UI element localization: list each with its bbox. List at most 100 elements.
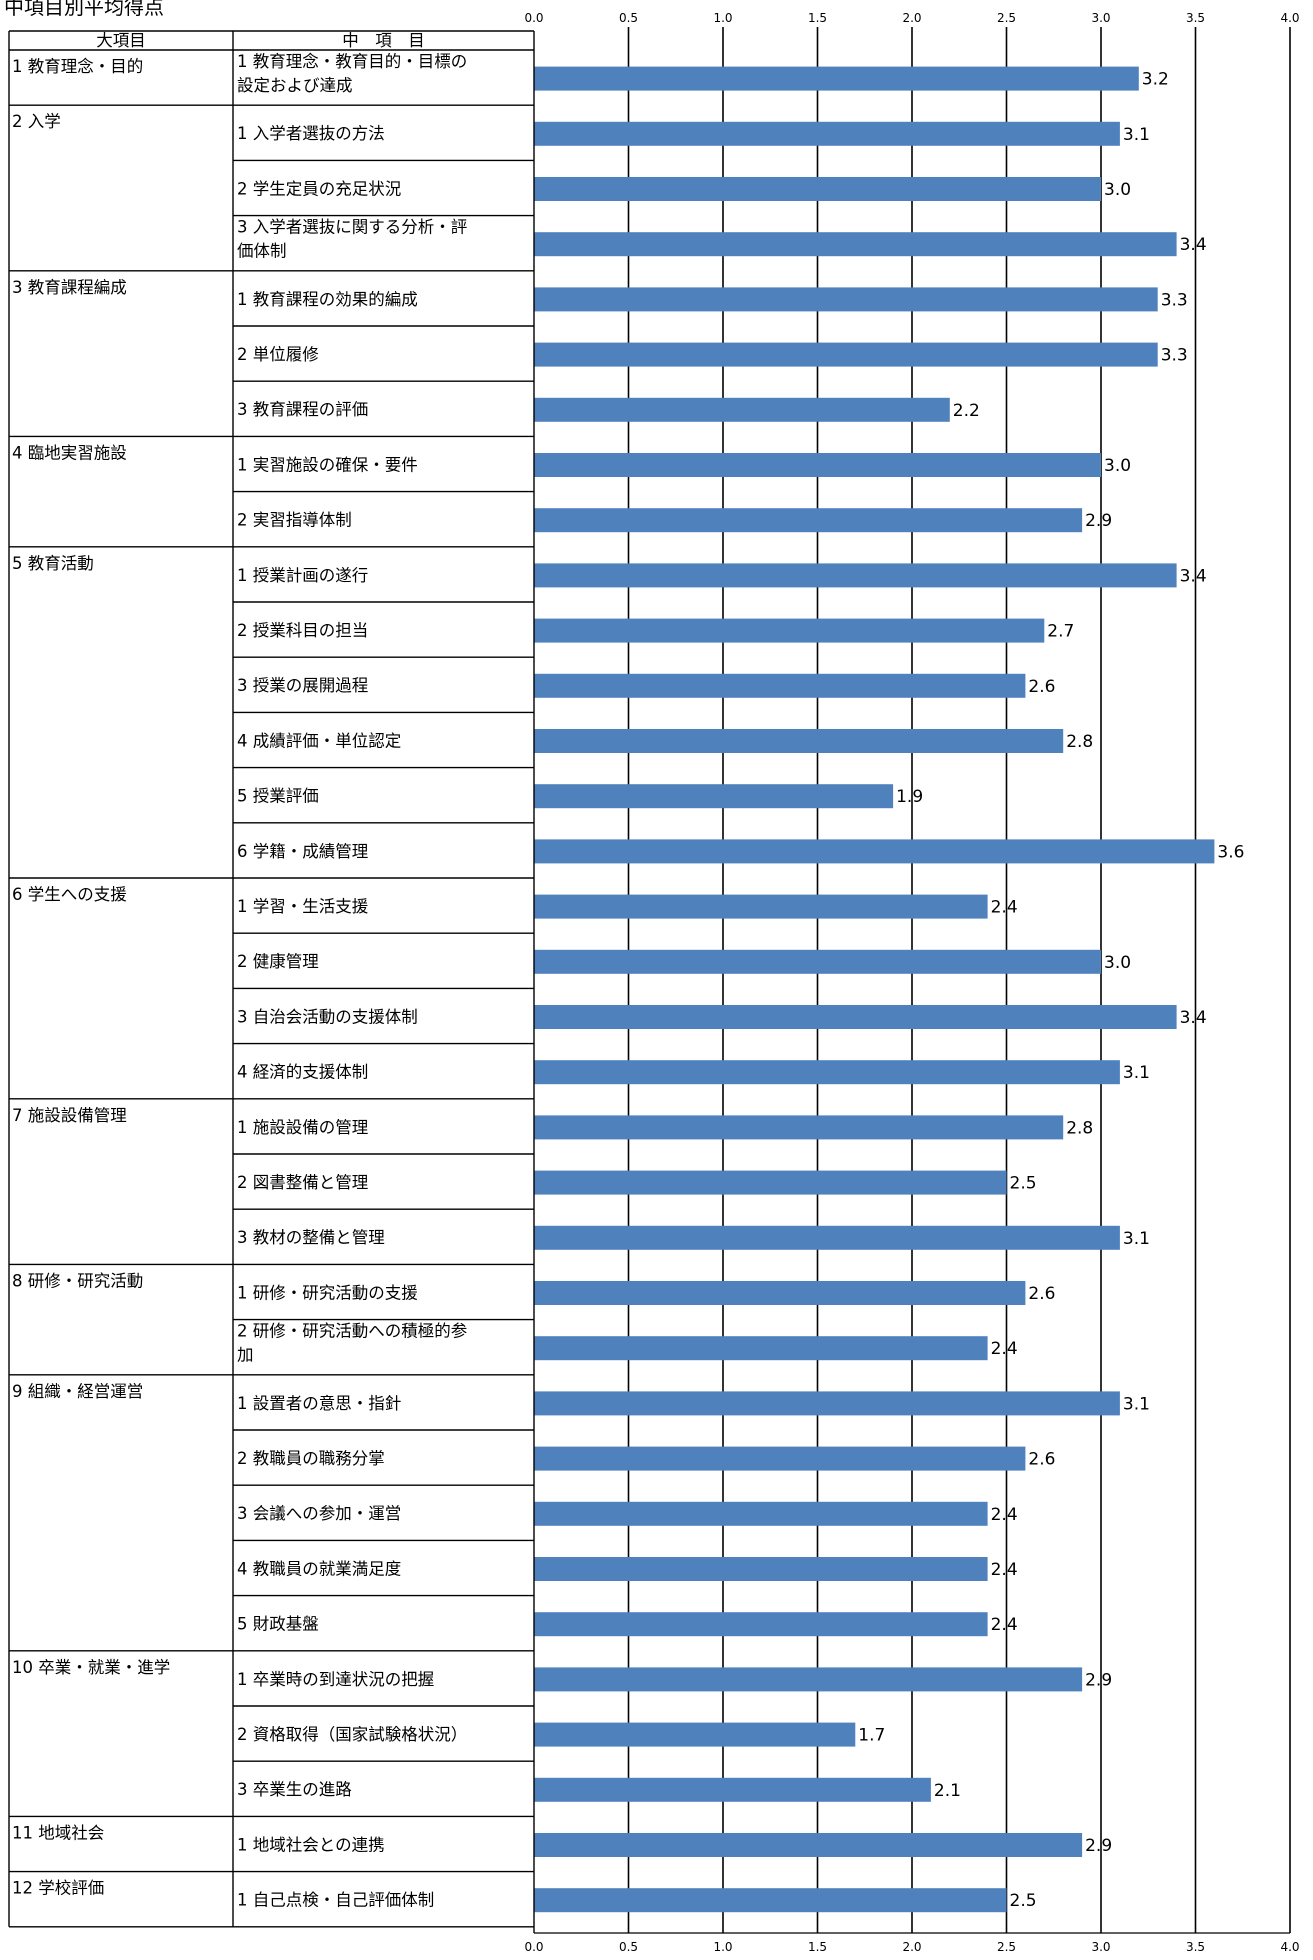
- middle-item-label: 2 資格取得（国家試験格状況）: [237, 1725, 467, 1744]
- bar: [534, 1722, 856, 1747]
- x-tick-label-bottom: 3.0: [1091, 1940, 1110, 1954]
- middle-item-label: 1 施設設備の管理: [237, 1118, 368, 1137]
- bar: [534, 1336, 988, 1361]
- data-label: 2.4: [991, 898, 1018, 918]
- data-label: 3.0: [1104, 456, 1131, 476]
- x-tick-label-top: 2.5: [997, 11, 1016, 25]
- bar: [534, 1612, 988, 1637]
- data-label: 2.5: [1010, 1891, 1037, 1911]
- data-label: 3.1: [1123, 1063, 1150, 1083]
- data-label: 2.9: [1085, 1836, 1112, 1856]
- x-tick-label-top: 3.0: [1091, 11, 1110, 25]
- middle-item-label: 1 設置者の意思・指針: [237, 1394, 401, 1413]
- bar: [534, 1391, 1120, 1416]
- middle-item-label: 設定および達成: [237, 76, 353, 95]
- bar: [534, 949, 1101, 974]
- bar: [534, 1667, 1083, 1692]
- data-label: 2.8: [1066, 732, 1093, 752]
- middle-item-label: 1 学習・生活支援: [237, 897, 368, 916]
- middle-item-label: 2 単位履修: [237, 345, 319, 364]
- major-item-label: 8 研修・研究活動: [12, 1271, 143, 1290]
- major-item-label: 12 学校評価: [12, 1879, 104, 1898]
- middle-item-label: 4 経済的支援体制: [237, 1063, 368, 1082]
- gridlines: [534, 27, 1291, 1934]
- data-label: 2.2: [953, 401, 980, 421]
- data-label: 2.9: [1085, 1670, 1112, 1690]
- data-label: 3.2: [1142, 70, 1169, 90]
- x-tick-label-bottom: 4.0: [1280, 1940, 1299, 1954]
- bar: [534, 673, 1026, 698]
- data-label: 2.6: [1028, 677, 1055, 697]
- bar: [534, 563, 1177, 588]
- data-label: 3.3: [1161, 290, 1188, 310]
- bar: [534, 1888, 1007, 1913]
- middle-item-label: 3 卒業生の進路: [237, 1780, 352, 1799]
- data-label: 3.0: [1104, 180, 1131, 200]
- middle-item-label: 2 健康管理: [237, 952, 319, 971]
- middle-item-label: 4 成績評価・単位認定: [237, 731, 401, 750]
- bar: [534, 1833, 1083, 1857]
- middle-item-label: 1 地域社会との連携: [237, 1835, 385, 1854]
- bar: [534, 1060, 1120, 1085]
- data-label: 2.1: [934, 1781, 961, 1801]
- middle-item-label: 1 実習施設の確保・要件: [237, 455, 418, 474]
- x-tick-label-bottom: 2.5: [997, 1940, 1016, 1954]
- data-label: 3.4: [1180, 1008, 1207, 1028]
- middle-item-label: 2 実習指導体制: [237, 511, 352, 530]
- bar: [534, 342, 1158, 367]
- middle-item-label: 3 教材の整備と管理: [237, 1228, 385, 1247]
- bar: [534, 1501, 988, 1526]
- x-tick-label-bottom: 0.5: [619, 1940, 638, 1954]
- data-label: 2.9: [1085, 511, 1112, 531]
- data-label: 2.4: [991, 1560, 1018, 1580]
- data-label: 2.4: [991, 1505, 1018, 1525]
- middle-item-label: 1 教育課程の効果的編成: [237, 290, 418, 309]
- middle-item-label: 6 学籍・成績管理: [237, 842, 368, 861]
- middle-item-label: 2 研修・研究活動への積極的参: [237, 1322, 467, 1341]
- x-tick-label-top: 1.5: [808, 11, 827, 25]
- x-tick-label-bottom: 1.5: [808, 1940, 827, 1954]
- bar: [534, 397, 950, 422]
- data-label: 1.9: [896, 787, 923, 807]
- major-item-label: 7 施設設備管理: [12, 1106, 127, 1125]
- data-label: 3.6: [1217, 842, 1244, 862]
- bar: [534, 1225, 1120, 1250]
- major-item-label: 5 教育活動: [12, 554, 94, 573]
- x-tick-label-bottom: 1.0: [713, 1940, 732, 1954]
- bar: [534, 1281, 1026, 1305]
- bar: [534, 1777, 931, 1802]
- major-item-label: 9 組織・経営運営: [12, 1382, 143, 1401]
- bar: [534, 287, 1158, 312]
- bar: [534, 839, 1215, 864]
- header-middle: 中 項 目: [342, 31, 425, 50]
- data-label: 2.4: [991, 1615, 1018, 1635]
- value-labels: 3.2 3.1 3.0 3.4 3.3 3.3 2.2 3.0 2.9 3.4 2.7 2.6 2.8 1…: [858, 70, 1244, 1912]
- x-tick-label-top: 0.0: [524, 11, 543, 25]
- bar: [534, 66, 1139, 91]
- x-tick-label-top: 4.0: [1280, 11, 1299, 25]
- major-item-label: 4 臨地実習施設: [12, 443, 127, 462]
- bar: [534, 121, 1120, 146]
- data-label: 2.6: [1028, 1450, 1055, 1470]
- x-tick-label-top: 1.0: [713, 11, 732, 25]
- data-label: 3.4: [1180, 235, 1207, 255]
- middle-item-label: 2 学生定員の充足状況: [237, 179, 401, 198]
- bar: [534, 729, 1064, 753]
- x-tick-label-bottom: 3.5: [1186, 1940, 1205, 1954]
- middle-item-label: 1 卒業時の到達状況の把握: [237, 1670, 434, 1689]
- middle-item-label: 5 授業評価: [237, 787, 319, 806]
- middle-item-label: 2 教職員の職務分掌: [237, 1449, 385, 1468]
- major-item-label: 1 教育理念・目的: [12, 56, 143, 76]
- bar: [534, 894, 988, 919]
- bar: [534, 232, 1177, 257]
- bar: [534, 784, 894, 809]
- middle-item-label: 3 自治会活動の支援体制: [237, 1007, 418, 1026]
- middle-item-label: 1 自己点検・自己評価体制: [237, 1891, 434, 1910]
- data-label: 2.5: [1010, 1174, 1037, 1194]
- major-item-label: 11 地域社会: [12, 1823, 104, 1842]
- data-label: 3.4: [1180, 566, 1207, 586]
- chart-title: 中項目別平均得点: [4, 0, 164, 19]
- major-item-label: 6 学生への支援: [12, 885, 127, 904]
